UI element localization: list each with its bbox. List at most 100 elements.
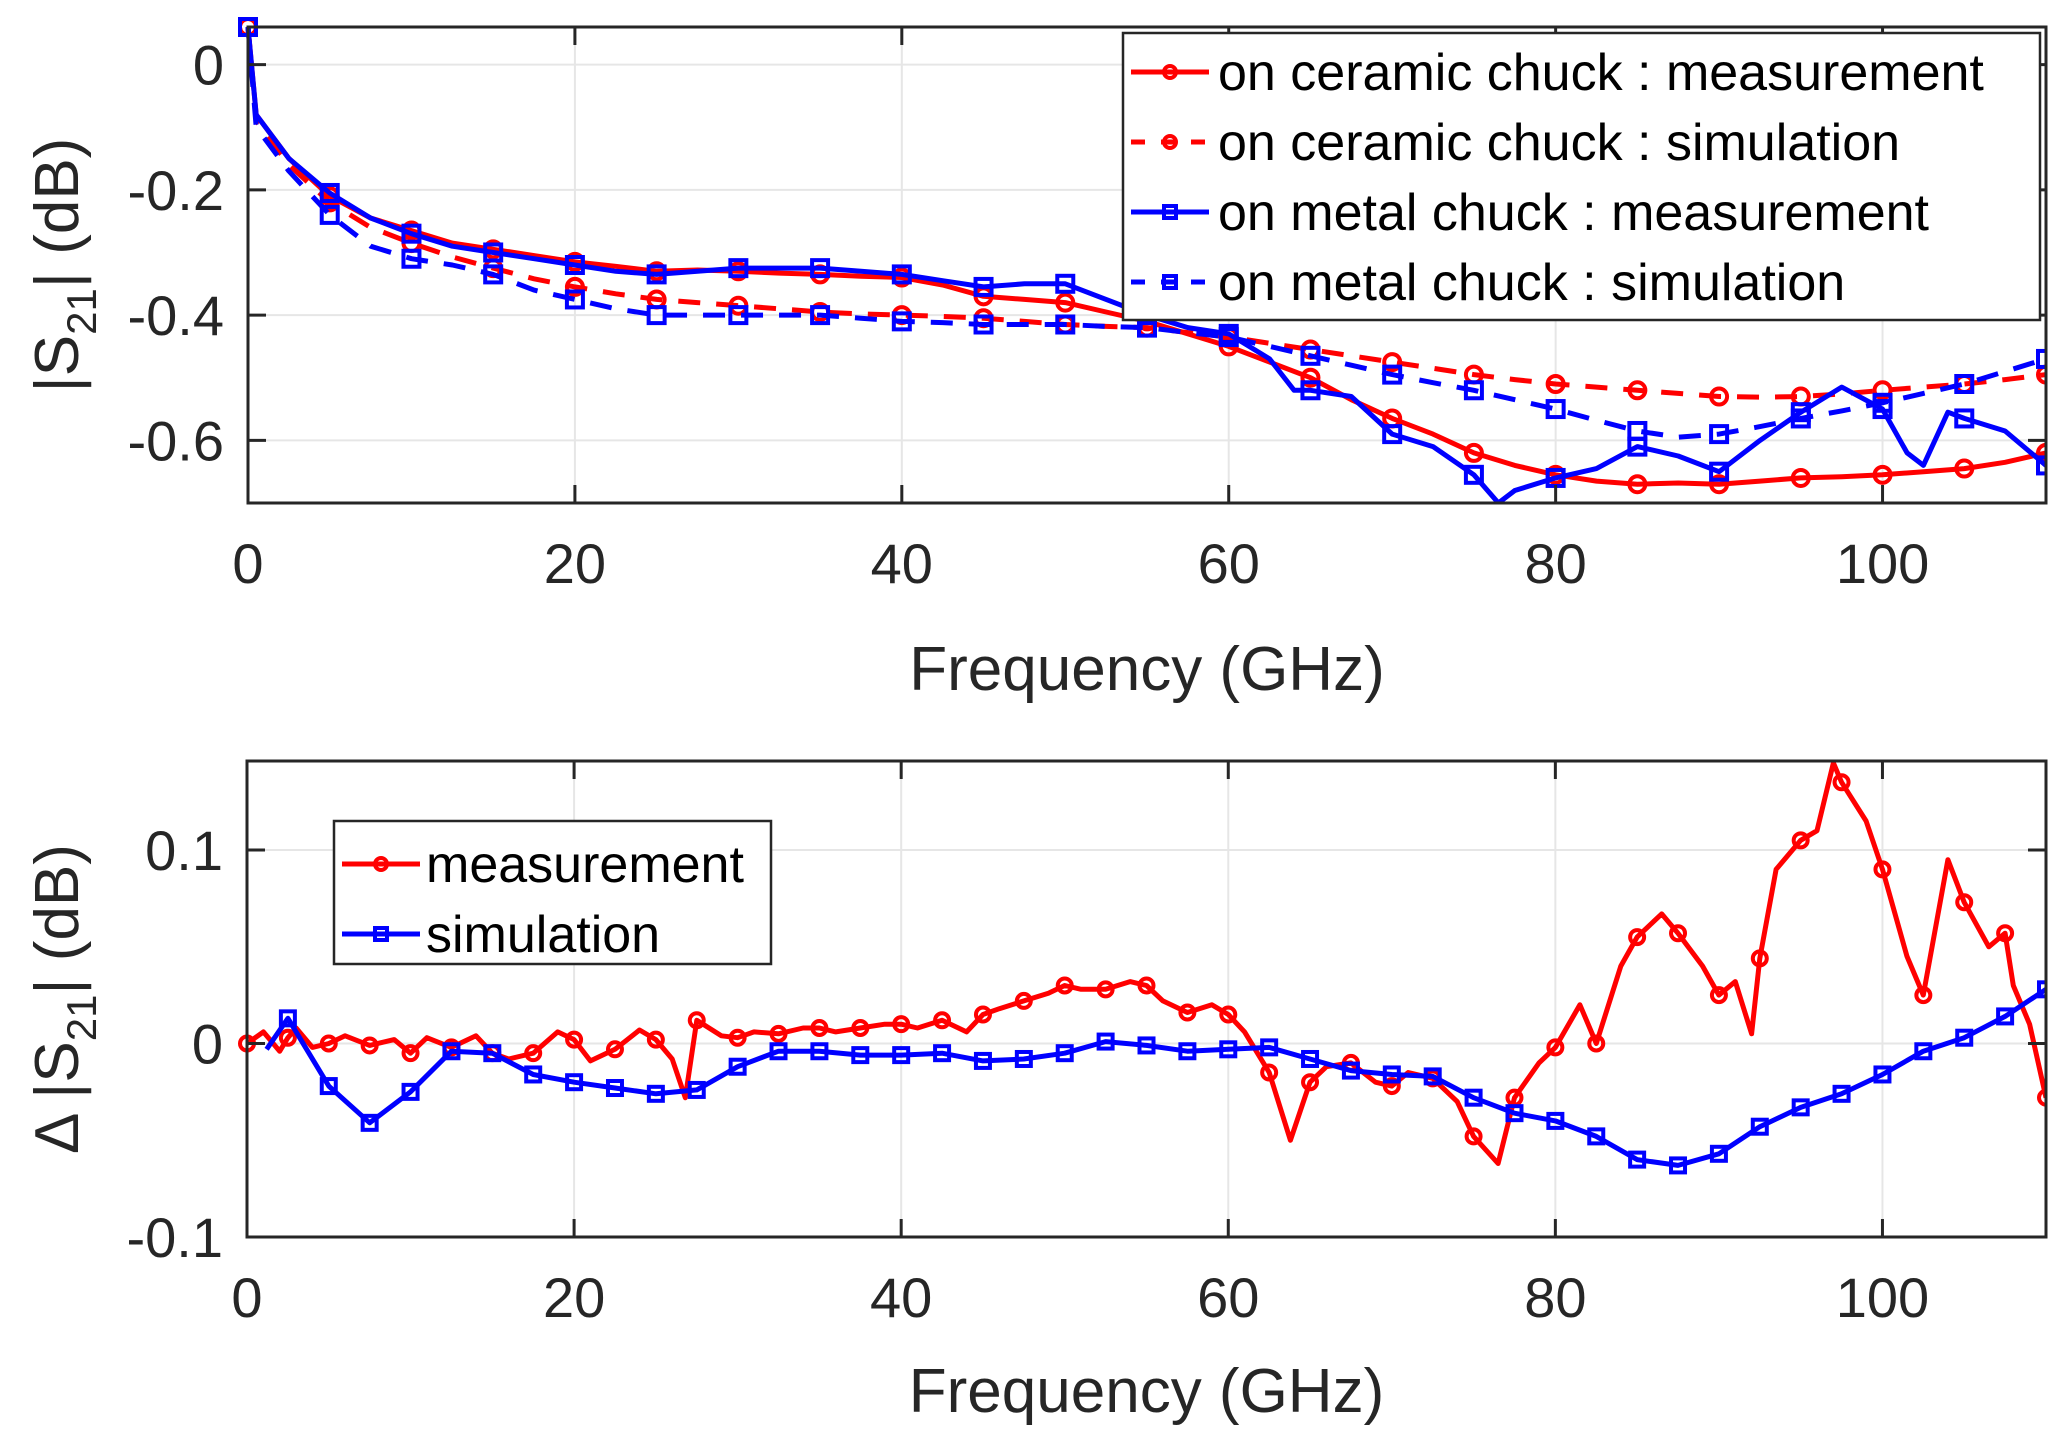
x-tick-label: 20: [543, 1266, 605, 1329]
data-point-marker: [892, 1046, 911, 1065]
data-point-marker: [1301, 1073, 1320, 1092]
data-point-marker: [1096, 1032, 1115, 1051]
data-point-marker: [1300, 367, 1321, 388]
data-point-marker: [810, 305, 831, 326]
top-ticks: 0 20 40 60 80 100 0 -0.2 -0.4 -0.6: [128, 27, 2046, 595]
data-point-marker: [646, 1030, 665, 1049]
data-point-marker: [1954, 374, 1975, 394]
data-point-marker: [1587, 1127, 1606, 1146]
data-point-marker: [1669, 1156, 1688, 1175]
data-point-marker: [1055, 976, 1074, 995]
data-point-marker: [1218, 327, 1239, 348]
data-point-marker: [319, 182, 340, 203]
data-point-marker: [1750, 949, 1769, 968]
legend-label: on ceramic chuck : measurement: [1218, 44, 1984, 102]
data-point-marker: [565, 1030, 584, 1049]
data-point-marker: [1832, 773, 1851, 792]
data-point-marker: [1872, 392, 1893, 413]
data-point-marker: [2037, 980, 2046, 999]
data-point-marker: [319, 1034, 338, 1053]
data-point-marker: [687, 1080, 706, 1099]
data-point-marker: [810, 258, 831, 279]
data-point-marker: [1872, 464, 1893, 485]
data-point-marker: [1301, 1049, 1320, 1068]
x-tick-label: 0: [231, 1266, 262, 1329]
data-point-marker: [1954, 458, 1975, 479]
legend-item: on metal chuck : simulation: [1131, 254, 1845, 312]
x-tick-label: 60: [1198, 532, 1260, 595]
legend-item: on ceramic chuck : measurement: [1131, 44, 1984, 102]
data-point-marker: [1260, 1038, 1279, 1057]
y-tick-label: -0.1: [127, 1206, 224, 1269]
data-point-marker: [1628, 928, 1647, 947]
data-point-marker: [1505, 1104, 1524, 1123]
legend-box: [1121, 31, 2042, 322]
data-point-marker: [2036, 348, 2046, 369]
data-point-marker: [1709, 986, 1728, 1005]
legend-label: on metal chuck : measurement: [1218, 184, 1930, 242]
data-point-marker: [278, 1028, 297, 1047]
x-tick-label: 0: [232, 532, 263, 595]
data-point-marker: [810, 1019, 829, 1038]
data-point-marker: [1587, 1034, 1606, 1053]
data-point-marker: [360, 1113, 379, 1132]
data-point-marker: [401, 1082, 420, 1101]
legend-item: simulation: [342, 906, 660, 964]
series-bottom-1: [264, 980, 2046, 1175]
data-point-marker: [1791, 831, 1810, 850]
data-point-marker: [1545, 374, 1566, 394]
legend-marker-swatch: [1162, 134, 1178, 150]
x-tick-label: 80: [1524, 1266, 1586, 1329]
top-y-axis-label: |S21| (dB): [23, 138, 105, 393]
data-point-marker: [728, 258, 749, 279]
data-point-marker: [769, 1024, 788, 1043]
series-line: [264, 987, 2046, 1168]
legend-label: on metal chuck : simulation: [1218, 254, 1845, 312]
data-point-marker: [1996, 924, 2015, 943]
data-point-marker: [1546, 1111, 1565, 1130]
series-clip-group: [238, 760, 2046, 1175]
top-legend: on ceramic chuck : measurement on ceramic…: [1121, 31, 2042, 322]
data-point-marker: [933, 1044, 952, 1063]
data-point-marker: [1382, 364, 1403, 385]
data-point-marker: [1790, 408, 1811, 429]
data-point-marker: [1219, 1005, 1238, 1024]
data-point-marker: [728, 305, 749, 326]
legend-marker-swatch: [1162, 204, 1178, 220]
data-point-marker: [1300, 345, 1321, 366]
data-point-marker: [973, 276, 994, 297]
data-point-marker: [1260, 1063, 1279, 1082]
data-point-marker: [564, 255, 585, 275]
bottom-ylabel-post: | (dB): [23, 844, 92, 994]
x-tick-label: 100: [1836, 1266, 1929, 1329]
data-point-marker: [687, 1011, 706, 1030]
bottom-ylabel-sub: 21: [58, 995, 105, 1042]
data-point-marker: [1709, 1144, 1728, 1163]
data-point-marker: [1464, 1127, 1483, 1146]
legend-label: simulation: [426, 906, 660, 964]
data-point-marker: [1832, 1084, 1851, 1103]
data-point-marker: [278, 1009, 297, 1028]
data-point-marker: [1055, 314, 1076, 335]
data-point-marker: [1873, 860, 1892, 879]
data-point-marker: [1382, 352, 1403, 373]
data-point-marker: [1709, 424, 1730, 445]
data-point-marker: [1790, 467, 1811, 488]
data-point-marker: [1055, 292, 1076, 313]
data-point-marker: [1709, 461, 1730, 482]
data-point-marker: [1709, 474, 1730, 495]
legend-marker-swatch: [1162, 274, 1178, 290]
top-ylabel-post: | (dB): [23, 138, 92, 288]
data-point-marker: [1423, 1067, 1442, 1086]
data-point-marker: [564, 276, 585, 297]
y-tick-label: -0.4: [128, 284, 225, 347]
data-point-marker: [1914, 1042, 1933, 1061]
data-point-marker: [1096, 980, 1115, 999]
data-point-marker: [605, 1079, 624, 1098]
data-point-marker: [1341, 1061, 1360, 1080]
data-point-marker: [1055, 273, 1076, 294]
data-point-marker: [1627, 420, 1648, 441]
data-point-marker: [646, 1084, 665, 1103]
